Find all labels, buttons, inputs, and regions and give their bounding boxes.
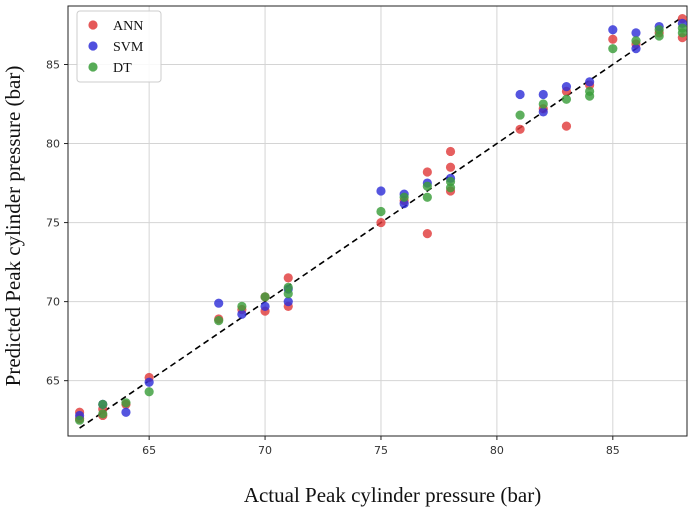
data-point-dt bbox=[561, 94, 572, 104]
y-tick-label: 85 bbox=[46, 58, 60, 71]
x-axis-title: Actual Peak cylinder pressure (bar) bbox=[244, 483, 541, 507]
data-point-svm bbox=[399, 199, 409, 209]
axis-ticks: 65 70 75 80 85 65 70 75 80 85 bbox=[46, 58, 620, 457]
data-point-dt bbox=[283, 282, 293, 292]
data-point-svm bbox=[538, 89, 548, 100]
data-point-dt bbox=[654, 25, 664, 35]
data-point-svm bbox=[121, 407, 131, 417]
data-point-ann bbox=[445, 146, 456, 157]
legend-box bbox=[76, 10, 162, 83]
legend-label-ann: ANN bbox=[113, 19, 143, 34]
data-points bbox=[74, 14, 687, 425]
data-point-dt bbox=[422, 192, 432, 202]
data-point-ann bbox=[283, 273, 293, 283]
data-point-dt bbox=[422, 181, 432, 191]
data-point-svm bbox=[214, 298, 224, 308]
data-point-ann bbox=[445, 162, 456, 172]
legend-label-svm: SVM bbox=[113, 40, 144, 55]
data-point-svm bbox=[237, 309, 247, 319]
plot-frame bbox=[67, 5, 688, 437]
data-point-dt bbox=[74, 415, 85, 425]
data-point-dt bbox=[654, 31, 664, 41]
data-point-svm bbox=[585, 77, 595, 87]
data-point-ann bbox=[422, 167, 432, 177]
data-point-dt bbox=[445, 176, 456, 187]
data-point-dt bbox=[677, 28, 687, 38]
legend-marker-dt bbox=[88, 62, 98, 72]
data-point-dt bbox=[585, 91, 595, 101]
data-point-dt bbox=[515, 110, 525, 120]
data-point-dt bbox=[631, 36, 641, 46]
data-point-dt bbox=[260, 292, 270, 302]
legend-marker-ann bbox=[88, 20, 98, 30]
data-point-ann bbox=[376, 217, 386, 228]
data-point-svm bbox=[515, 89, 525, 100]
data-point-dt bbox=[144, 387, 154, 397]
y-tick-label: 70 bbox=[46, 296, 60, 309]
data-point-ann bbox=[515, 124, 525, 134]
data-point-dt bbox=[399, 192, 409, 202]
data-point-svm bbox=[631, 44, 641, 54]
x-tick-label: 85 bbox=[606, 444, 620, 457]
data-point-svm bbox=[608, 25, 618, 35]
y-tick-label: 65 bbox=[46, 375, 60, 388]
data-point-ann bbox=[608, 34, 618, 44]
data-point-dt bbox=[283, 289, 293, 299]
data-point-dt bbox=[98, 399, 108, 409]
data-point-ann bbox=[422, 229, 432, 239]
y-axis-title: Predicted Peak cylinder pressure (bar) bbox=[1, 66, 25, 387]
x-tick-label: 80 bbox=[490, 444, 504, 457]
data-point-svm bbox=[561, 82, 572, 92]
data-point-dt bbox=[237, 301, 247, 311]
data-point-dt bbox=[445, 183, 456, 193]
data-point-dt bbox=[98, 409, 108, 419]
y-tick-label: 80 bbox=[46, 138, 60, 151]
data-point-svm bbox=[631, 28, 641, 38]
data-point-ann bbox=[561, 121, 572, 131]
data-point-svm bbox=[376, 186, 386, 196]
y-tick-label: 75 bbox=[46, 217, 60, 230]
series-dt bbox=[74, 23, 687, 425]
data-point-dt bbox=[214, 315, 224, 326]
x-tick-label: 65 bbox=[142, 444, 156, 457]
legend-label-dt: DT bbox=[113, 61, 132, 76]
data-point-svm bbox=[538, 107, 548, 117]
data-point-dt bbox=[538, 99, 548, 109]
data-point-svm bbox=[283, 297, 293, 307]
grid-lines bbox=[68, 6, 687, 436]
data-point-dt bbox=[608, 44, 618, 54]
data-point-dt bbox=[376, 206, 386, 217]
legend: ANN SVM DT bbox=[76, 10, 162, 83]
data-point-svm bbox=[260, 301, 270, 311]
legend-marker-svm bbox=[88, 41, 98, 51]
data-point-dt bbox=[121, 398, 131, 408]
data-point-svm bbox=[144, 377, 154, 387]
x-tick-label: 75 bbox=[374, 444, 388, 457]
x-tick-label: 70 bbox=[258, 444, 272, 457]
